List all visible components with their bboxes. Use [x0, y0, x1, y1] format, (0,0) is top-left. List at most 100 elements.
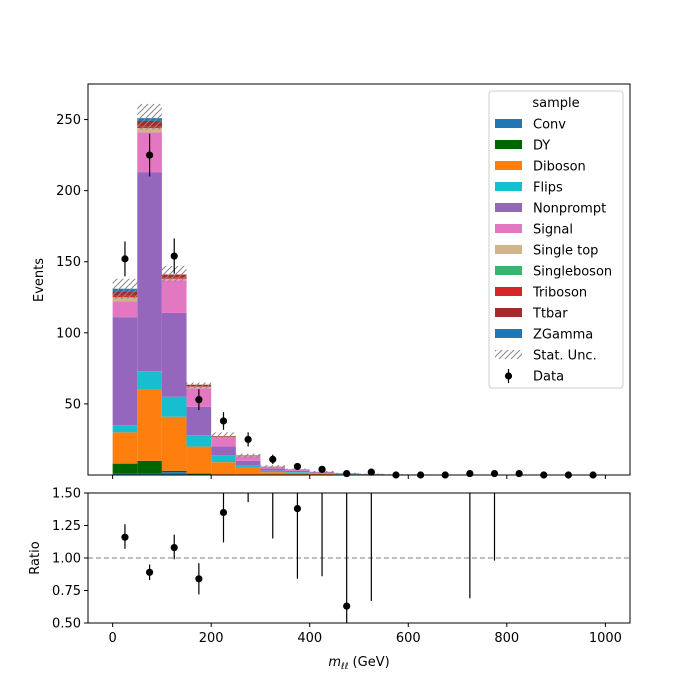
- stat-unc-bin-2: [161, 265, 187, 282]
- data-point-7: [293, 462, 302, 471]
- bar-flips-bin-2: [161, 396, 187, 417]
- bar-flips-bin-4: [211, 455, 236, 463]
- bar-nonprompt-bin-7: [285, 470, 310, 473]
- legend-swatch-ttbar: [495, 308, 522, 317]
- bar-diboson-bin-3: [186, 446, 212, 474]
- bar-flips-bin-7: [285, 472, 310, 473]
- ratio-point-2: [170, 544, 178, 552]
- ratio-points: [121, 493, 496, 623]
- main-plot-frame: [87, 83, 631, 476]
- legend-swatch-dy: [495, 140, 522, 149]
- legend-swatch-singleboson: [495, 266, 522, 275]
- stat-unc-bin-3: [186, 382, 212, 389]
- bar-flips-bin-6: [260, 470, 286, 473]
- bar-nonprompt-bin-4: [211, 446, 236, 456]
- main-x-ticks: [112, 475, 606, 479]
- legend-swatch-stat-unc: [495, 350, 522, 359]
- legend-swatch-nonprompt: [495, 203, 522, 212]
- bar-single-top-bin-0: [112, 297, 138, 302]
- data-point-8: [318, 465, 326, 473]
- legend-frame: [488, 90, 624, 389]
- x-tick-label-1: 200: [199, 631, 224, 646]
- legend-swatch-single-top: [495, 245, 522, 254]
- ratio-y-tick-label-2: 1.00: [52, 552, 81, 567]
- stacked-bars: [112, 118, 507, 475]
- bar-dy-bin-0: [112, 463, 138, 474]
- main-y-tick-label-4: 250: [56, 113, 81, 128]
- ratio-point-1: [145, 568, 154, 576]
- bar-dy-bin-1: [137, 460, 162, 474]
- data-point-6: [269, 455, 277, 463]
- legend-label-ttbar: Ttbar: [532, 307, 568, 322]
- bar-dy-bin-2: [161, 470, 187, 473]
- x-tick-label-0: 0: [108, 631, 116, 646]
- data-point-2: [170, 252, 178, 260]
- ratio-point-4: [219, 508, 228, 517]
- legend-swatch-flips: [495, 182, 522, 191]
- bar-diboson-bin-0: [112, 432, 138, 464]
- data-point-5: [244, 435, 252, 444]
- bar-signal-bin-5: [235, 456, 261, 461]
- legend-label-zgamma: ZGamma: [533, 328, 593, 343]
- bar-diboson-bin-4: [211, 462, 236, 475]
- x-tick-label-5: 1000: [589, 631, 622, 646]
- bar-nonprompt-bin-2: [161, 312, 187, 397]
- data-point-15: [490, 469, 499, 478]
- data-point-9: [343, 469, 351, 478]
- bar-diboson-bin-2: [161, 416, 187, 471]
- bar-flips-bin-5: [235, 465, 261, 468]
- data-point-3: [195, 396, 203, 404]
- data-point-10: [367, 468, 375, 476]
- ratio-y-ticks: 0.50 0.75 1.00 1.25 1.50: [52, 487, 88, 632]
- ratio-y-axis-label: Ratio: [28, 541, 43, 574]
- bar-nonprompt-bin-0: [112, 317, 138, 426]
- ratio-point-3: [195, 575, 203, 583]
- data-point-1: [145, 151, 154, 159]
- bar-conv-bin-0: [112, 473, 138, 475]
- data-point-4: [219, 417, 228, 425]
- legend-label-stat-unc: Stat. Unc.: [533, 349, 597, 364]
- x-tick-label-2: 400: [297, 631, 322, 646]
- ratio-x-ticks: 0 200 400 600 800 1000: [108, 623, 622, 646]
- legend-label-nonprompt: Nonprompt: [533, 202, 606, 217]
- bar-nonprompt-bin-6: [260, 468, 286, 471]
- legend-label-diboson: Diboson: [533, 160, 586, 175]
- x-tick-label-3: 600: [396, 631, 421, 646]
- bar-diboson-bin-6: [260, 472, 286, 475]
- legend-swatch-zgamma: [495, 329, 522, 338]
- legend-swatch-signal: [495, 224, 522, 233]
- bar-dy-bin-3: [186, 473, 212, 475]
- bar-diboson-bin-5: [235, 467, 261, 475]
- bar-nonprompt-bin-3: [186, 406, 212, 436]
- bar-diboson-bin-7: [285, 472, 310, 475]
- legend-swatch-triboson: [495, 287, 522, 296]
- legend-label-singleboson: Singleboson: [533, 265, 612, 280]
- stat-unc-bin-6: [260, 465, 286, 468]
- x-tick-label-4: 800: [494, 631, 519, 646]
- main-y-tick-label-2: 150: [56, 255, 81, 270]
- bar-single-top-bin-1: [137, 128, 162, 133]
- bar-nonprompt-bin-5: [235, 460, 261, 466]
- bar-nonprompt-bin-1: [137, 172, 162, 372]
- ratio-y-tick-label-3: 1.25: [52, 519, 81, 534]
- data-point-14: [466, 469, 474, 478]
- legend-swatch-conv: [495, 119, 522, 128]
- legend-label-data: Data: [533, 370, 564, 385]
- ratio-point-9: [343, 602, 351, 610]
- legend-label-triboson: Triboson: [532, 286, 587, 301]
- stat-unc-bin-5: [235, 453, 261, 458]
- legend: sample Conv DY Diboson Flips Nonprompt Signal…: [488, 90, 624, 389]
- main-y-tick-label-0: 50: [64, 397, 81, 412]
- legend-label-flips: Flips: [533, 181, 563, 196]
- bar-signal-bin-7: [285, 469, 310, 471]
- bar-conv-bin-1: [137, 473, 162, 475]
- bar-flips-bin-3: [186, 435, 212, 447]
- data-points: [121, 133, 597, 479]
- bar-signal-bin-0: [112, 301, 138, 318]
- bar-conv-bin-2: [161, 472, 187, 475]
- main-y-tick-label-1: 100: [56, 326, 81, 341]
- bar-diboson-bin-8: [309, 473, 335, 475]
- main-y-tick-label-3: 200: [56, 184, 81, 199]
- legend-swatch-diboson: [495, 161, 522, 170]
